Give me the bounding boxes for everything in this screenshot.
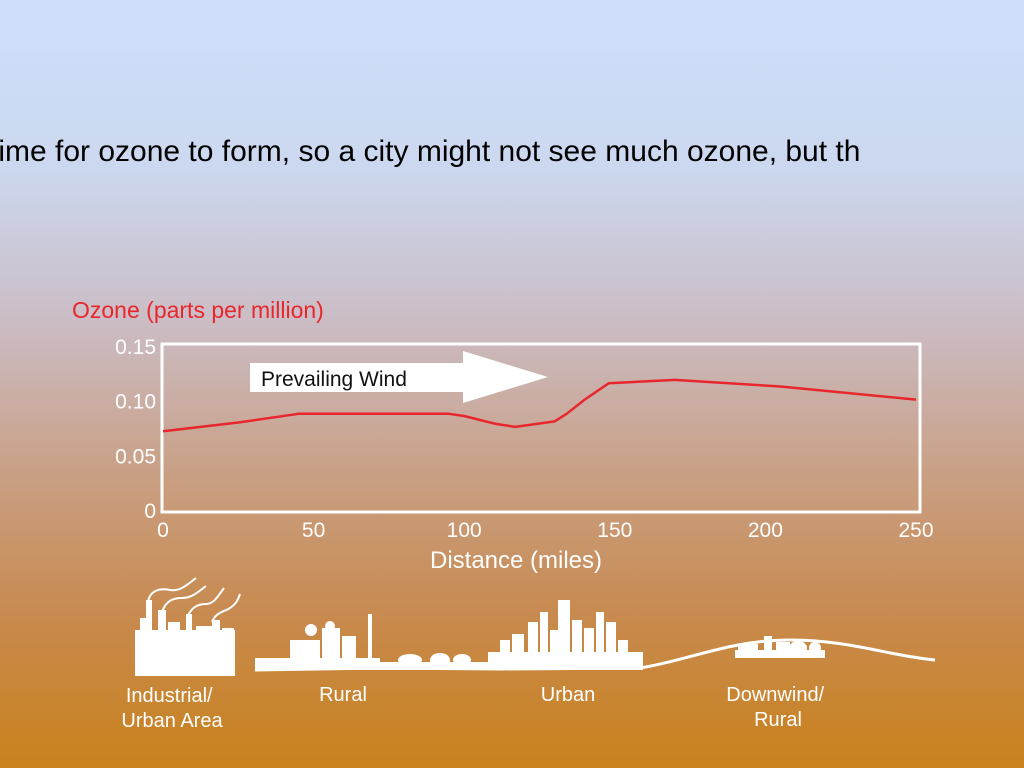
- urban-silhouette: [488, 600, 643, 670]
- rural-silhouette: [255, 614, 488, 670]
- wind-arrow-icon: [250, 351, 548, 403]
- y-tick-label: 0.15: [115, 336, 156, 359]
- y-tick-label: 0.10: [115, 391, 156, 414]
- label-industrial: Industrial/ Urban Area: [121, 685, 223, 732]
- x-tick-label: 150: [597, 519, 632, 542]
- prevailing-wind-annotation: Prevailing Wind: [250, 351, 548, 403]
- landscape-labels: Industrial/ Urban Area Rural Urban Downw…: [121, 684, 829, 732]
- label-downwind-line-1: Downwind/: [726, 684, 824, 706]
- ozone-series-line: [162, 378, 917, 433]
- downwind-rural-silhouette: [735, 636, 825, 658]
- series-group: [162, 378, 917, 433]
- y-tick-label: 0.05: [115, 445, 156, 468]
- landscape-illustration: [135, 577, 936, 676]
- label-urban: Urban: [541, 684, 595, 706]
- plot-frame: [160, 342, 922, 514]
- y-tick-label: 0: [144, 500, 156, 523]
- x-tick-label: 250: [898, 519, 933, 542]
- y-tick-labels: 0 0.05 0.10 0.15: [115, 336, 156, 523]
- label-industrial-line-1: Industrial/: [126, 685, 213, 707]
- x-tick-labels: 0 50 100 150 200 250: [157, 519, 933, 542]
- ground-line: [254, 638, 936, 672]
- x-tick-label: 200: [748, 519, 783, 542]
- x-tick-label: 100: [447, 519, 482, 542]
- wind-arrow-label: Prevailing Wind: [261, 368, 407, 391]
- label-rural: Rural: [319, 684, 367, 706]
- label-industrial-line-2: Urban Area: [121, 710, 223, 732]
- label-downwind-line-2: Rural: [754, 709, 802, 731]
- x-tick-label: 0: [157, 519, 169, 542]
- x-axis-title: Distance (miles): [430, 547, 602, 574]
- slide-caption: time for ozone to form, so a city might …: [0, 135, 861, 168]
- x-tick-label: 50: [302, 519, 325, 542]
- y-axis-title: Ozone (parts per million): [72, 297, 324, 323]
- label-downwind: Downwind/ Rural: [726, 684, 829, 731]
- industrial-silhouette: [135, 577, 241, 676]
